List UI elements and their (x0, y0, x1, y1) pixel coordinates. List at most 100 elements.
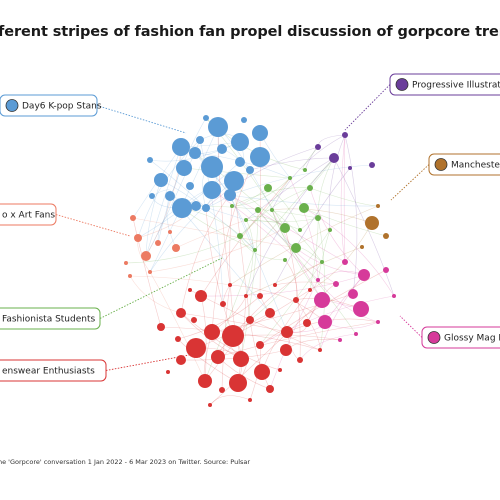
network-edge (240, 209, 259, 360)
network-edge (303, 207, 387, 237)
network-edge (149, 159, 207, 209)
network-node-day6-k-pop-stans (250, 147, 270, 167)
network-node-glossy-mag-f (376, 320, 380, 324)
network-edge (259, 269, 387, 346)
network-edge (204, 249, 256, 382)
network-edge (286, 318, 379, 333)
network-node-enswear-enthusiasts (228, 283, 232, 287)
network-edge (157, 117, 207, 244)
network-node-day6-k-pop-stans (172, 138, 190, 156)
network-edge (239, 235, 286, 261)
network-edge (180, 312, 288, 333)
network-node-fashionista-students (299, 203, 309, 213)
network-node-fashionista-students (303, 168, 307, 172)
network-node-glossy-mag-f (383, 267, 389, 273)
callout-label-o-x-art-fans: o x Art Fans (2, 211, 55, 221)
network-node-day6-k-pop-stans (165, 191, 175, 201)
network-edge (209, 395, 251, 406)
network-node-day6-k-pop-stans (231, 133, 249, 151)
network-node-glossy-mag-f (358, 269, 370, 281)
network-edge (274, 281, 337, 286)
network-edge (204, 319, 251, 382)
network-node-glossy-mag-f (333, 281, 339, 287)
network-node-enswear-enthusiasts (176, 308, 186, 318)
network-node-fashionista-students (315, 215, 321, 221)
network-edge (129, 275, 231, 286)
network-node-enswear-enthusiasts (254, 364, 270, 380)
network-edge (132, 217, 297, 249)
network-edge (289, 177, 319, 281)
callout-label-day6-k-pop-stans: Day6 K-pop Stans (22, 102, 102, 112)
network-node-mancheste (365, 216, 379, 230)
network-node-fashionista-students (280, 223, 290, 233)
network-edge (317, 279, 379, 323)
network-edge (317, 217, 326, 351)
network-node-enswear-enthusiasts (257, 293, 263, 299)
network-node-enswear-enthusiasts (157, 323, 165, 331)
network-node-day6-k-pop-stans (224, 189, 236, 201)
network-edge (200, 295, 207, 382)
network-node-enswear-enthusiasts (166, 370, 170, 374)
network-node-fashionista-students (230, 204, 234, 208)
network-node-day6-k-pop-stans (217, 144, 227, 154)
callout-box-day6-k-pop-stans (0, 94, 98, 117)
network-edge (132, 217, 162, 328)
network-node-enswear-enthusiasts (318, 348, 322, 352)
network-edge (205, 146, 319, 209)
network-node-fashionista-students (298, 228, 302, 232)
network-edge (271, 209, 323, 301)
network-node-enswear-enthusiasts (222, 325, 244, 347)
network-node-enswear-enthusiasts (191, 317, 197, 323)
network-node-enswear-enthusiasts (195, 290, 207, 302)
network-edge (328, 134, 346, 231)
network-edge (205, 207, 234, 337)
network-edge (269, 279, 319, 390)
network-node-fashionista-students (320, 260, 324, 264)
network-node-o-x-art-fans (124, 261, 128, 265)
network-edge (229, 284, 326, 323)
network-node-glossy-mag-f (342, 259, 348, 265)
network-edge (343, 134, 346, 263)
network-node-day6-k-pop-stans (201, 156, 223, 178)
network-node-day6-k-pop-stans (154, 173, 168, 187)
network-node-enswear-enthusiasts (293, 297, 299, 303)
network-edge (149, 271, 206, 382)
network-edge (232, 334, 341, 341)
callout-label-fashionista-students: Fashionista Students (2, 315, 95, 325)
network-node-progressive-illustrat (315, 144, 321, 150)
chart-title: ferent stripes of fashion fan propel dis… (0, 24, 500, 40)
network-edge (284, 259, 297, 301)
network-node-glossy-mag-f (338, 338, 342, 342)
network-node-day6-k-pop-stans (252, 125, 268, 141)
network-node-glossy-mag-f (353, 301, 369, 317)
network-node-mancheste (376, 204, 380, 208)
network-node-enswear-enthusiasts (229, 374, 247, 392)
callout-box-progressive-illustrat (389, 73, 500, 96)
network-node-glossy-mag-f (316, 278, 320, 282)
network-edge (245, 217, 319, 222)
network-edge (217, 321, 379, 358)
network-node-glossy-mag-f (314, 292, 330, 308)
network-node-fashionista-students (253, 248, 257, 252)
network-edge (229, 194, 346, 263)
network-node-progressive-illustrat (348, 166, 352, 170)
network-node-mancheste (383, 233, 389, 239)
legend-swatch-progressive-illustrat (395, 78, 409, 91)
network-node-fashionista-students (283, 258, 287, 262)
network-edge (340, 134, 346, 263)
network-node-day6-k-pop-stans (224, 171, 244, 191)
network-node-enswear-enthusiasts (281, 326, 293, 338)
network-edge (149, 180, 235, 273)
network-node-fashionista-students (307, 185, 313, 191)
network-edge (211, 169, 251, 333)
network-edge (211, 189, 319, 281)
network-node-o-x-art-fans (155, 240, 161, 246)
network-edge (160, 326, 321, 351)
network-edge (309, 217, 319, 291)
network-node-day6-k-pop-stans (186, 182, 194, 190)
network-edge (319, 274, 365, 351)
network-node-fashionista-students (244, 218, 248, 222)
network-edge (245, 219, 301, 231)
network-node-fashionista-students (237, 233, 243, 239)
